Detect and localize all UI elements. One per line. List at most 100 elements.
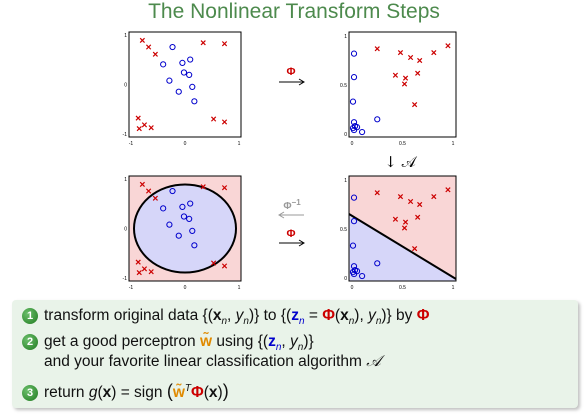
z1-points: [349, 43, 451, 136]
step-1-eq: =: [304, 307, 323, 324]
step-1-sub-n5: n: [375, 316, 382, 328]
panel-z-space-data: 0 0.5 1 0 0.5 1: [340, 31, 457, 147]
x2-x-tick: 0: [184, 285, 187, 291]
x1-cross-point: [221, 119, 228, 125]
step-1-x2: x: [340, 307, 349, 324]
z2-circle-point: [350, 194, 358, 201]
z2-cross-point: [417, 201, 423, 208]
step-3-text-d: (: [203, 384, 209, 402]
z2-x-tick: 0.5: [399, 285, 406, 291]
algorithm-arrow-down: ↓ 𝒜: [384, 153, 417, 171]
z2-x-tick: 1: [452, 285, 455, 291]
x2-cross-point: [139, 181, 145, 187]
z2-circle-point: [350, 263, 358, 270]
step-3-x: x: [102, 384, 112, 402]
x2-circle-point: [160, 205, 167, 212]
z1-cross-point: [397, 50, 404, 56]
step-2-sub-n2: n: [297, 342, 304, 354]
phi-arrow-bottom: Φ: [279, 228, 305, 247]
z2-cross-point: [407, 198, 414, 205]
step-1-comma: ,: [227, 307, 236, 324]
step-2-line-2: and your favorite linear classification …: [22, 352, 381, 371]
step-2: 2 get a good perceptron w̃ using {(zn, yn…: [22, 332, 314, 357]
x1-cross-point: [221, 41, 228, 47]
x1-circle-point: [187, 56, 194, 63]
svg-text:Φ−1: Φ−1: [283, 198, 301, 212]
step-3: 3 return g(x) = sign (w̃TΦ(x)): [22, 379, 229, 402]
x2-circle-point: [189, 227, 196, 234]
panel-x-space-classified: -1 0 1 -1 0 1: [123, 175, 242, 291]
z1-cross-point: [392, 72, 399, 78]
x2-cross-point: [210, 260, 217, 266]
z1-circle-point: [350, 126, 358, 134]
x2-circle-point: [175, 232, 182, 239]
z1-cross-point: [415, 70, 421, 76]
step-2-badge: 2: [22, 334, 38, 350]
x2-cross-point: [145, 188, 152, 194]
z2-y-tick: 0.5: [340, 227, 347, 233]
x2-cross-point: [141, 266, 148, 272]
z2-tick-labels: 0 0.5 1 0 0.5 1: [340, 178, 455, 291]
z1-circle-point: [350, 119, 358, 126]
z1-x-tick: 0: [351, 141, 354, 147]
panel-x-space-data: -1 0 1 -1 0 1: [123, 31, 242, 147]
step-1-text-b: )} to {(: [248, 307, 292, 324]
z1-cross-point: [445, 43, 451, 49]
step-2-z: z: [268, 333, 276, 350]
z2-circle-point: [350, 270, 358, 278]
z2-circle-point: [359, 272, 366, 280]
z1-circle-point: [349, 98, 357, 105]
z2-circle-point: [349, 242, 357, 249]
phi-inverse-arrow: Φ−1: [278, 198, 304, 219]
step-1-sub-n: n: [221, 316, 228, 328]
z2-cross-point: [374, 190, 380, 196]
z2-cross-point: [445, 187, 451, 193]
step-2-comma: ,: [281, 333, 290, 350]
x2-cross-point: [221, 185, 228, 191]
z1-cross-point: [402, 75, 409, 81]
step-2-text-a: get a good perceptron: [44, 333, 200, 350]
slide-title: The Nonlinear Transform Steps: [148, 0, 440, 23]
z2-cross-point: [402, 219, 409, 225]
x2-y-tick: 1: [124, 177, 127, 183]
x2-circle-point: [186, 215, 193, 222]
step-1-badge: 1: [22, 308, 38, 324]
x1-x-tick: 1: [238, 141, 241, 147]
x1-cross-point: [152, 51, 158, 57]
x1-y-tick: -1: [123, 132, 128, 138]
x1-y-tick: 1: [124, 33, 127, 39]
x1-cross-point: [148, 125, 154, 131]
step-3-x2: x: [208, 384, 218, 402]
step-2-text-b: using {(: [212, 333, 269, 350]
x2-cross-point: [200, 184, 206, 190]
x1-cross-point: [136, 126, 142, 132]
x1-cross-point: [135, 115, 141, 121]
z2-x-tick: 0: [351, 285, 354, 291]
x1-cross-point: [210, 116, 217, 122]
x1-circle-point: [179, 59, 186, 67]
step-1-z: z: [291, 307, 299, 324]
step-3-phi: Φ: [190, 384, 204, 402]
step-3-sup-T: T: [184, 383, 191, 394]
x1-x-tick: 0: [184, 141, 187, 147]
z1-circle-point: [350, 74, 358, 81]
x1-cross-point: [139, 37, 145, 43]
x2-cross-point: [135, 259, 141, 265]
step-1: 1 transform original data {(xn, yn)} to {…: [22, 306, 429, 331]
phi-inverse-exp: −1: [292, 198, 302, 207]
x1-circle-point: [169, 43, 176, 51]
step-1-x: x: [212, 307, 222, 324]
phi-inverse-base: Φ: [283, 201, 291, 212]
x2-circle-point: [166, 221, 173, 228]
z1-cross-point: [374, 46, 380, 52]
z1-cross-point: [411, 101, 418, 108]
step-1-y2: y: [368, 307, 376, 324]
x2-circle-point: [169, 187, 176, 195]
step-3-g: g: [88, 384, 98, 402]
x2-y-tick: 0: [124, 227, 127, 233]
step-3-w-tilde: w̃: [172, 384, 185, 402]
z1-circle-point: [350, 50, 358, 57]
step-1-sub-n4: n: [348, 316, 355, 328]
algorithm-label: ↓ 𝒜: [384, 153, 417, 171]
z1-x-tick: 1: [452, 141, 455, 147]
